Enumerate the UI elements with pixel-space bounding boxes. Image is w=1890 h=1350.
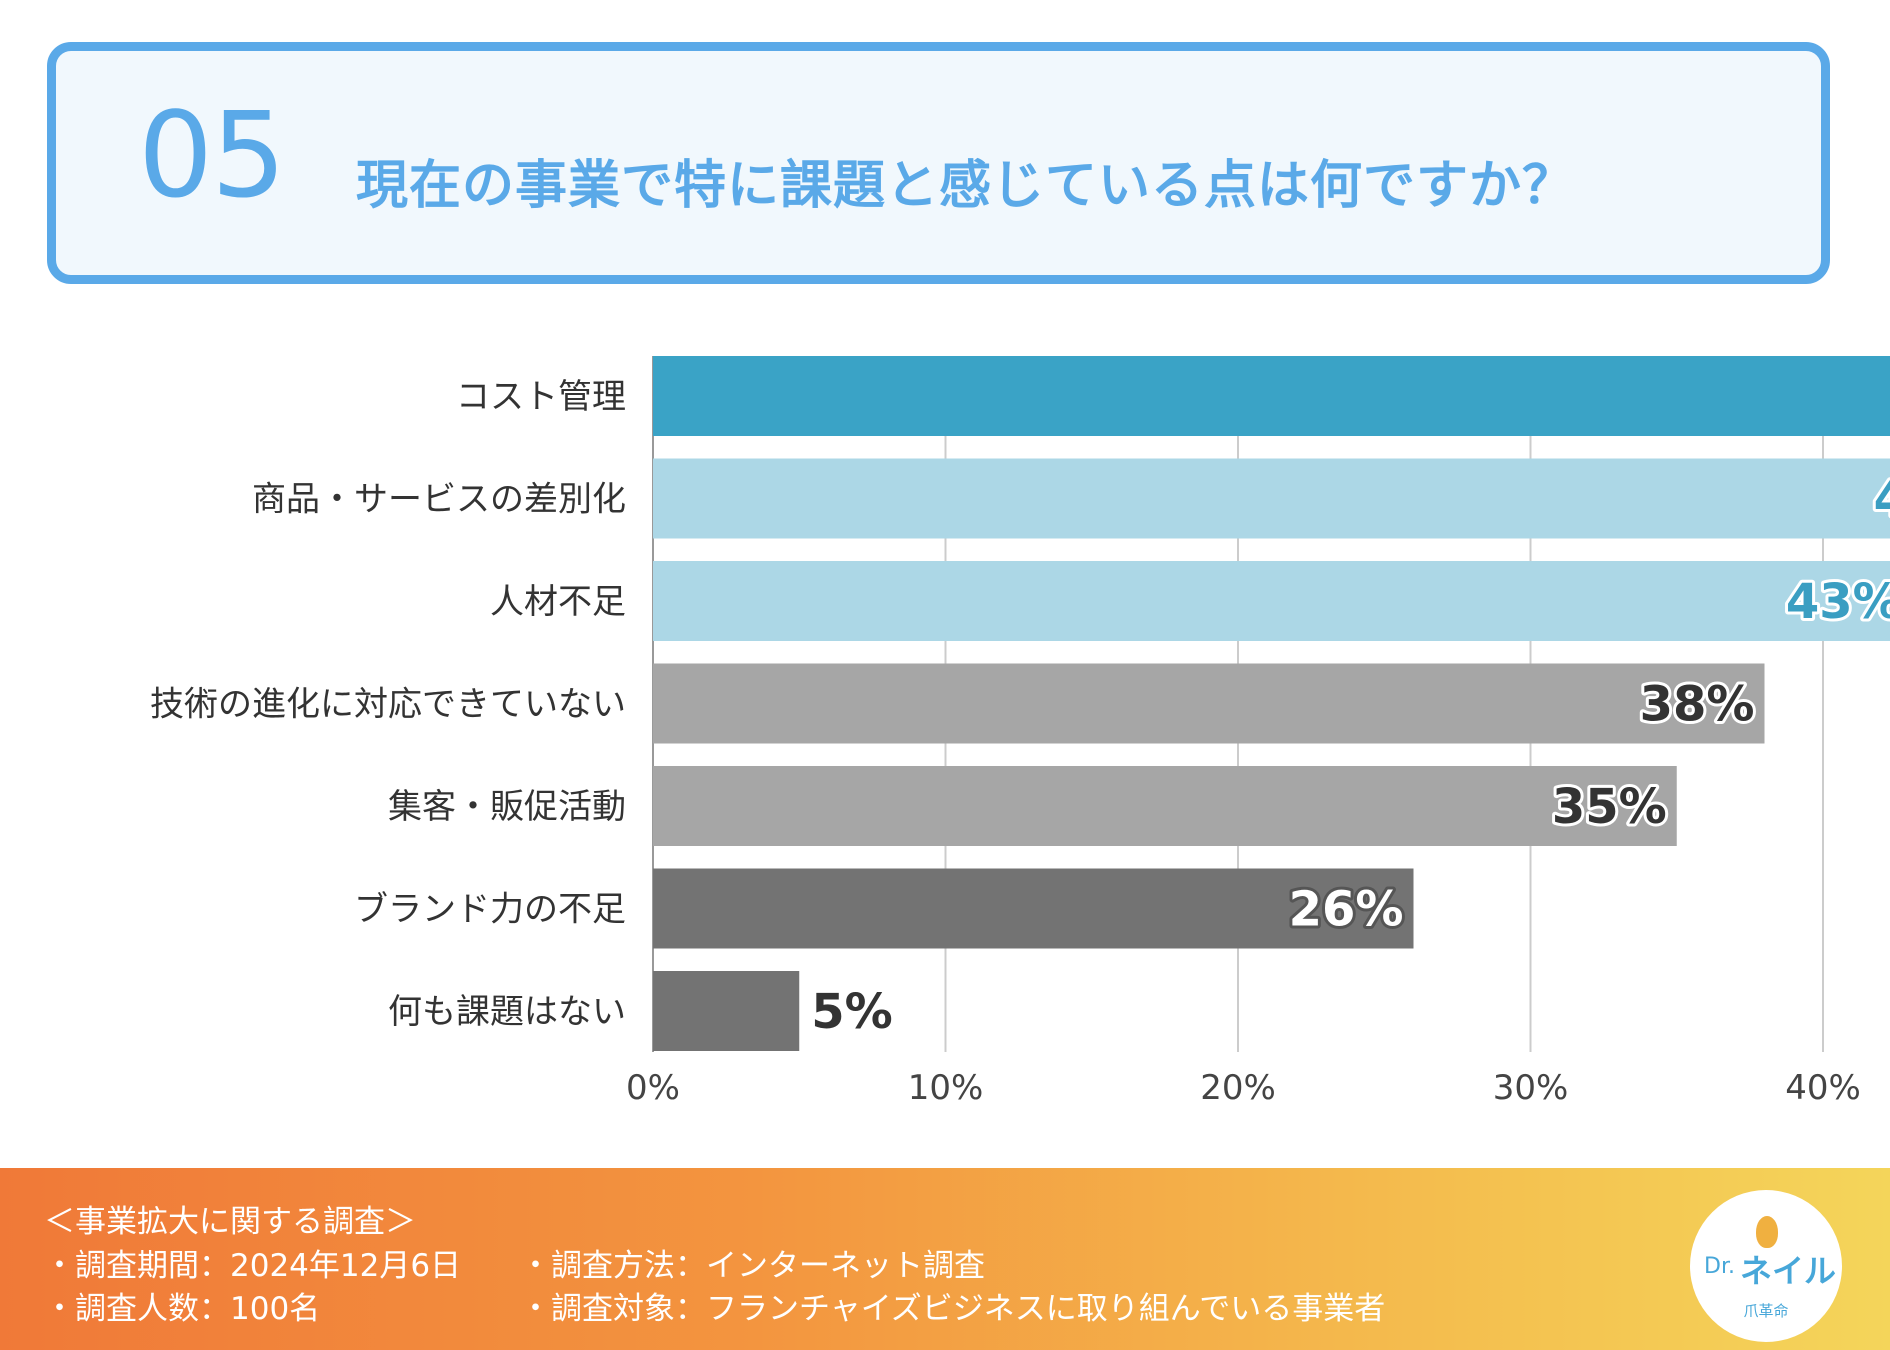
bar-chart: 0%10%20%30%40%50%60%コスト管理52%商品・サービスの差別化4… xyxy=(150,356,1890,1108)
category-label: 何も課題はない xyxy=(388,992,626,1032)
x-tick-label: 20% xyxy=(1200,1068,1276,1108)
bar xyxy=(653,971,800,1051)
value-label: 38% xyxy=(1640,677,1755,733)
question-header: 05 現在の事業で特に課題と感じている点は何ですか？ xyxy=(47,42,1830,284)
bar xyxy=(653,868,1414,949)
question-number: 05 xyxy=(138,86,286,224)
value-label: 5% xyxy=(811,984,893,1040)
question-title: 現在の事業で特に課題と感じている点は何ですか？ xyxy=(356,156,1576,216)
category-label: 商品・サービスの差別化 xyxy=(252,480,626,520)
bar xyxy=(653,663,1765,744)
value-label: 43% xyxy=(1786,574,1890,630)
category-label: 集客・販促活動 xyxy=(388,787,626,827)
category-label: 人材不足 xyxy=(490,582,626,622)
value-label: 35% xyxy=(1552,779,1667,835)
value-label: 46% xyxy=(1874,472,1890,528)
survey-title: ＜事業拡大に関する調査＞ xyxy=(44,1204,416,1240)
foot-icon xyxy=(1756,1216,1778,1248)
bar xyxy=(653,766,1677,846)
x-tick-label: 10% xyxy=(908,1068,984,1108)
category-label: ブランド力の不足 xyxy=(354,890,626,930)
survey-count: ・調査人数：100名 xyxy=(44,1291,321,1327)
bar xyxy=(653,458,1890,539)
category-label: 技術の進化に対応できていない xyxy=(150,685,626,725)
logo-name: ネイル xyxy=(1740,1252,1837,1290)
category-label: コスト管理 xyxy=(456,377,626,417)
x-tick-label: 30% xyxy=(1493,1068,1569,1108)
bar xyxy=(653,561,1890,641)
value-label: 26% xyxy=(1289,882,1404,938)
survey-period: ・調査期間：2024年12月6日 xyxy=(44,1248,462,1284)
survey-target: ・調査対象：フランチャイズビジネスに取り組んでいる事業者 xyxy=(520,1291,1386,1327)
bar xyxy=(653,356,1890,436)
x-tick-label: 40% xyxy=(1785,1068,1861,1108)
x-tick-label: 0% xyxy=(626,1068,680,1108)
survey-footer: ＜事業拡大に関する調査＞ ・調査期間：2024年12月6日 ・調査方法：インター… xyxy=(0,1168,1890,1350)
logo-dr: Dr. xyxy=(1704,1254,1735,1279)
survey-method: ・調査方法：インターネット調査 xyxy=(520,1248,985,1284)
brand-logo: Dr. ネイル 爪革命 xyxy=(1690,1190,1842,1342)
logo-subtitle: 爪革命 xyxy=(1743,1302,1789,1320)
